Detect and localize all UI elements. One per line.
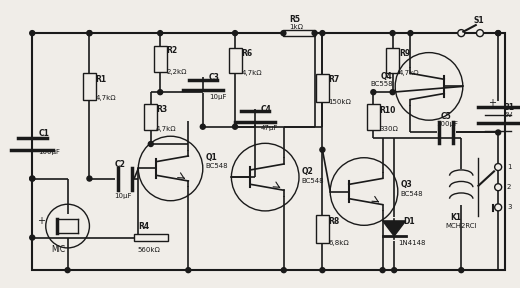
Circle shape bbox=[320, 31, 325, 36]
Text: 10μF: 10μF bbox=[209, 94, 227, 100]
Text: 2: 2 bbox=[507, 184, 511, 190]
Text: 4,7kΩ: 4,7kΩ bbox=[156, 126, 177, 132]
Text: BC548: BC548 bbox=[302, 179, 324, 184]
Text: 4,7kΩ: 4,7kΩ bbox=[241, 71, 262, 76]
Circle shape bbox=[408, 31, 413, 36]
Text: R10: R10 bbox=[380, 106, 396, 115]
Text: Q4: Q4 bbox=[381, 72, 393, 81]
Circle shape bbox=[390, 31, 395, 36]
Text: 2,2kΩ: 2,2kΩ bbox=[166, 69, 187, 75]
Text: C2: C2 bbox=[114, 160, 125, 169]
Circle shape bbox=[30, 176, 35, 181]
Text: Q1: Q1 bbox=[205, 153, 217, 162]
Text: R2: R2 bbox=[166, 46, 177, 56]
Text: BC558: BC558 bbox=[370, 81, 393, 87]
Circle shape bbox=[495, 184, 502, 191]
Circle shape bbox=[30, 176, 35, 181]
Text: C4: C4 bbox=[261, 105, 272, 114]
Text: R4: R4 bbox=[138, 221, 149, 231]
Polygon shape bbox=[383, 221, 406, 236]
Circle shape bbox=[458, 30, 465, 37]
Bar bbox=[386, 48, 399, 73]
Circle shape bbox=[495, 204, 502, 211]
Circle shape bbox=[87, 176, 92, 181]
Bar bbox=[154, 46, 166, 72]
Circle shape bbox=[496, 31, 501, 36]
Circle shape bbox=[390, 90, 395, 95]
Circle shape bbox=[158, 31, 163, 36]
Circle shape bbox=[30, 235, 35, 240]
Circle shape bbox=[495, 164, 502, 170]
Bar bbox=[367, 104, 380, 130]
Circle shape bbox=[476, 30, 484, 37]
Circle shape bbox=[371, 90, 376, 95]
Text: 3: 3 bbox=[507, 204, 512, 210]
Bar bbox=[283, 30, 315, 36]
Text: 10μF: 10μF bbox=[114, 193, 132, 199]
Circle shape bbox=[320, 268, 325, 273]
Bar bbox=[32, 33, 505, 270]
Text: 6V: 6V bbox=[503, 112, 513, 118]
Circle shape bbox=[158, 90, 163, 95]
Circle shape bbox=[148, 141, 153, 147]
Text: 560kΩ: 560kΩ bbox=[138, 247, 161, 253]
Text: 150kΩ: 150kΩ bbox=[329, 99, 352, 105]
Text: R5: R5 bbox=[290, 15, 301, 24]
Circle shape bbox=[232, 124, 238, 129]
Text: 4,7kΩ: 4,7kΩ bbox=[96, 96, 116, 101]
Text: 330Ω: 330Ω bbox=[380, 126, 398, 132]
Circle shape bbox=[232, 31, 238, 36]
Text: BC548: BC548 bbox=[205, 163, 228, 168]
Circle shape bbox=[87, 31, 92, 36]
Text: R7: R7 bbox=[329, 75, 340, 84]
Text: +: + bbox=[36, 216, 45, 226]
Text: B1: B1 bbox=[503, 103, 514, 112]
Bar bbox=[83, 73, 96, 100]
Circle shape bbox=[320, 147, 325, 152]
Text: S1: S1 bbox=[473, 16, 484, 25]
Circle shape bbox=[312, 31, 317, 36]
Text: R9: R9 bbox=[399, 49, 410, 58]
Text: Q2: Q2 bbox=[302, 167, 314, 176]
Circle shape bbox=[281, 31, 286, 36]
Circle shape bbox=[496, 31, 501, 36]
Circle shape bbox=[459, 268, 464, 273]
Circle shape bbox=[65, 268, 70, 273]
Text: MIC: MIC bbox=[51, 245, 66, 254]
Bar bbox=[134, 234, 167, 241]
Text: D1: D1 bbox=[404, 217, 415, 226]
Bar bbox=[316, 74, 329, 102]
Circle shape bbox=[496, 130, 501, 135]
Text: 47μF: 47μF bbox=[261, 125, 278, 131]
Circle shape bbox=[380, 268, 385, 273]
Text: R1: R1 bbox=[96, 75, 107, 84]
Text: C3: C3 bbox=[209, 73, 220, 82]
Text: R8: R8 bbox=[329, 217, 340, 226]
Bar bbox=[229, 48, 241, 73]
Text: 100μF: 100μF bbox=[38, 149, 60, 155]
Text: MCH2RCI: MCH2RCI bbox=[446, 223, 477, 229]
Text: 1kΩ: 1kΩ bbox=[290, 24, 304, 30]
Text: 100μF: 100μF bbox=[436, 122, 458, 127]
Text: C1: C1 bbox=[38, 129, 49, 139]
Text: +: + bbox=[488, 98, 496, 108]
Circle shape bbox=[30, 31, 35, 36]
Circle shape bbox=[186, 268, 191, 273]
Text: 1: 1 bbox=[507, 164, 512, 170]
Text: 4,7kΩ: 4,7kΩ bbox=[399, 70, 420, 75]
Text: R3: R3 bbox=[156, 105, 167, 114]
Text: 1N4148: 1N4148 bbox=[398, 240, 426, 246]
Text: 6,8kΩ: 6,8kΩ bbox=[329, 240, 349, 246]
Circle shape bbox=[87, 31, 92, 36]
Text: C5: C5 bbox=[441, 112, 452, 121]
Circle shape bbox=[281, 268, 287, 273]
Circle shape bbox=[392, 268, 397, 273]
Text: R6: R6 bbox=[241, 49, 252, 58]
Text: K1: K1 bbox=[450, 213, 461, 222]
Circle shape bbox=[200, 124, 205, 129]
Bar bbox=[316, 215, 329, 242]
Bar bbox=[144, 104, 157, 130]
Text: Q3: Q3 bbox=[400, 180, 412, 189]
Text: BC548: BC548 bbox=[400, 192, 423, 197]
